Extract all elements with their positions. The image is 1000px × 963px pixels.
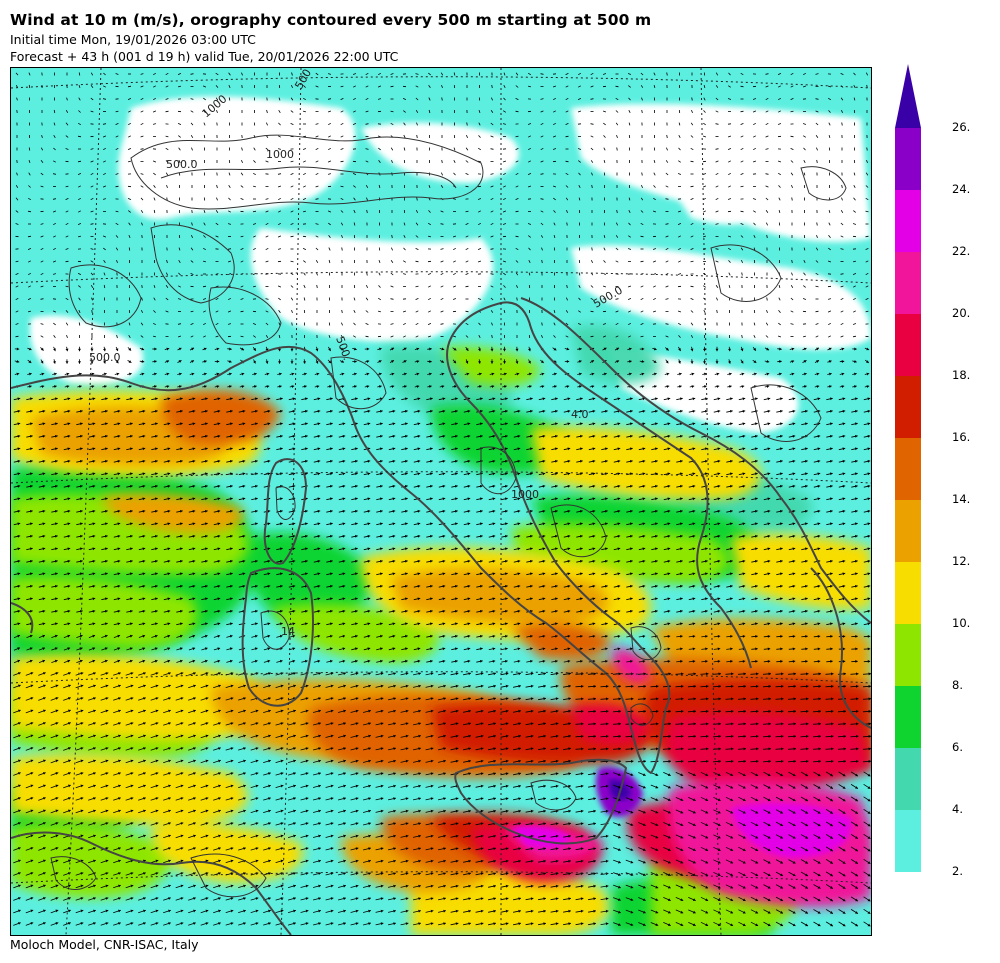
map-canvas: 500 1000 500.0 500.0 1000 500. 500.0 100…	[11, 68, 871, 935]
legend-label: 26.	[952, 120, 971, 134]
contour-label: 1000	[266, 148, 294, 161]
forecast-validity: Forecast + 43 h (001 d 19 h) valid Tue, …	[10, 49, 399, 64]
legend-swatch-12	[895, 500, 921, 562]
legend-swatch-22	[895, 190, 921, 252]
legend-label: 2.	[952, 864, 963, 878]
legend-swatch-18	[895, 314, 921, 376]
wind-map: 500 1000 500.0 500.0 1000 500. 500.0 100…	[10, 67, 872, 936]
legend-label: 22.	[952, 244, 971, 258]
contour-label: 4.0	[571, 408, 589, 421]
legend-swatch-2	[895, 810, 921, 872]
legend-swatch-10	[895, 562, 921, 624]
wind-vectors	[13, 72, 871, 927]
legend-label: 18.	[952, 368, 971, 382]
contour-label: 14	[281, 625, 295, 638]
legend-label: 16.	[952, 430, 971, 444]
legend-label: 12.	[952, 554, 971, 568]
legend-swatch-6	[895, 686, 921, 748]
legend-label: 6.	[952, 740, 963, 754]
contour-label: 1000	[511, 488, 539, 501]
contour-label: 500.0	[166, 158, 198, 171]
legend-swatch-4	[895, 748, 921, 810]
model-credit: Moloch Model, CNR-ISAC, Italy	[10, 937, 199, 952]
legend-swatch-8	[895, 624, 921, 686]
legend-swatch-14	[895, 438, 921, 500]
graticule	[11, 68, 871, 935]
contour-label: 500.0	[89, 351, 121, 364]
chart-title: Wind at 10 m (m/s), orography contoured …	[10, 11, 652, 29]
color-legend: 2. 4. 6. 8. 10. 12. 14. 16. 18. 20. 22. 24. 26.	[880, 60, 990, 890]
orography-contours	[50, 134, 847, 898]
legend-label: 4.	[952, 802, 963, 816]
legend-label: 8.	[952, 678, 963, 692]
legend-swatch-24	[895, 128, 921, 190]
legend-label: 14.	[952, 492, 971, 506]
coastlines	[11, 297, 871, 935]
legend-label: 10.	[952, 616, 971, 630]
contour-label-group: 500 1000 500.0 500.0 1000 500. 500.0 100…	[89, 68, 625, 638]
legend-triangle-26	[895, 64, 921, 128]
legend-label: 24.	[952, 182, 971, 196]
legend-swatch-20	[895, 252, 921, 314]
legend-colorbar	[895, 64, 921, 872]
initial-time: Initial time Mon, 19/01/2026 03:00 UTC	[10, 32, 256, 47]
legend-label: 20.	[952, 306, 971, 320]
legend-swatch-16	[895, 376, 921, 438]
